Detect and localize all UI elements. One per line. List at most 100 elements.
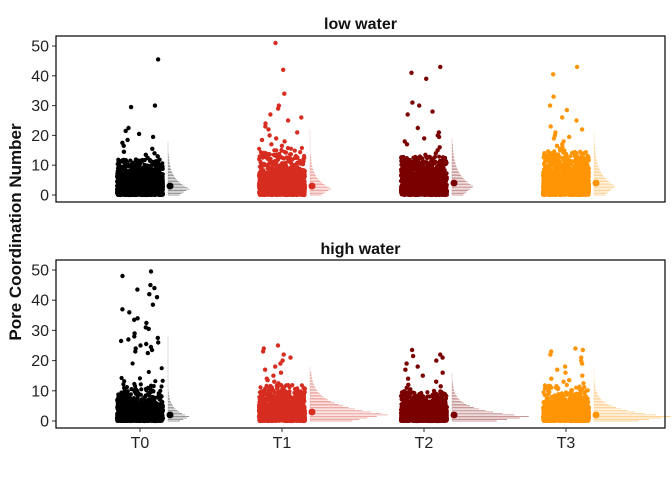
data-point <box>115 183 120 188</box>
data-point <box>289 192 294 197</box>
data-point <box>421 182 426 187</box>
data-point <box>157 165 162 170</box>
data-point <box>444 160 449 165</box>
outlier-point <box>299 115 304 120</box>
data-point <box>257 174 262 179</box>
data-point <box>440 155 446 160</box>
data-point <box>262 180 267 185</box>
data-point <box>272 148 277 153</box>
data-point <box>119 174 124 179</box>
data-point <box>268 187 273 192</box>
data-point <box>546 149 551 154</box>
data-point <box>150 160 155 165</box>
data-point <box>257 154 262 159</box>
data-point <box>407 185 412 190</box>
data-point <box>160 174 165 179</box>
data-point <box>441 172 446 177</box>
mean-point <box>450 179 458 187</box>
data-point <box>118 169 123 174</box>
data-point <box>417 181 422 186</box>
data-point <box>413 172 418 177</box>
data-point <box>298 150 303 155</box>
outlier-point <box>152 103 158 108</box>
data-point <box>140 179 145 184</box>
data-point <box>287 152 293 157</box>
jitter-points <box>115 57 165 198</box>
outlier-point <box>424 76 429 82</box>
data-point <box>439 190 444 195</box>
outlier-point <box>279 143 285 148</box>
data-point <box>436 160 441 165</box>
data-point <box>283 162 288 167</box>
data-point <box>138 184 143 189</box>
data-point <box>129 169 135 174</box>
outlier-point <box>150 146 155 151</box>
data-point <box>278 154 283 159</box>
data-point <box>430 167 435 172</box>
outlier-point <box>282 139 287 144</box>
data-point <box>443 177 448 182</box>
data-point <box>293 165 299 170</box>
jitter-points <box>540 64 592 198</box>
data-point <box>287 174 292 179</box>
data-point <box>278 170 283 175</box>
data-point <box>135 158 140 163</box>
outlier-point <box>275 106 281 111</box>
data-point <box>428 175 433 180</box>
data-point <box>432 178 437 183</box>
data-point <box>422 191 427 196</box>
data-point <box>266 191 272 196</box>
data-point <box>126 164 131 169</box>
data-point <box>406 176 411 181</box>
data-point <box>300 186 305 191</box>
data-point <box>271 168 276 174</box>
data-point <box>292 155 297 160</box>
data-point <box>128 177 133 182</box>
data-point <box>292 148 297 153</box>
y-tick-label: 20 <box>31 128 49 145</box>
data-point <box>265 156 270 161</box>
outlier-point <box>123 128 128 134</box>
outlier-point <box>415 125 420 131</box>
data-point <box>144 180 149 185</box>
outlier-point <box>405 112 410 117</box>
outlier-point <box>417 103 422 108</box>
data-point <box>425 161 430 166</box>
data-point <box>400 173 405 179</box>
data-point <box>260 191 265 196</box>
data-point <box>284 155 289 160</box>
data-point <box>155 192 161 197</box>
facet-title: low water <box>324 16 397 33</box>
data-point <box>270 173 275 178</box>
group-t0 <box>115 57 190 198</box>
data-point <box>302 153 307 159</box>
data-point <box>273 178 278 184</box>
data-point <box>285 169 290 174</box>
data-point <box>299 145 304 151</box>
outlier-point <box>438 64 443 70</box>
mean-point <box>308 182 316 190</box>
data-point <box>406 164 411 169</box>
outlier-point <box>282 91 287 96</box>
outlier-point <box>150 134 156 140</box>
data-point <box>290 186 295 191</box>
data-point <box>417 190 422 195</box>
data-point <box>410 162 415 167</box>
data-point <box>139 169 144 174</box>
data-point <box>413 190 418 195</box>
outlier-point <box>404 142 410 147</box>
data-point <box>282 183 287 188</box>
data-point <box>157 157 162 162</box>
outlier-point <box>281 67 286 73</box>
data-point <box>130 174 135 179</box>
data-point <box>142 187 147 192</box>
data-point <box>432 154 438 160</box>
outlier-point <box>266 127 271 132</box>
data-point <box>301 168 307 173</box>
data-point <box>409 173 414 178</box>
data-point <box>262 186 267 191</box>
outlier-point <box>409 70 414 76</box>
outlier-point <box>125 137 130 143</box>
